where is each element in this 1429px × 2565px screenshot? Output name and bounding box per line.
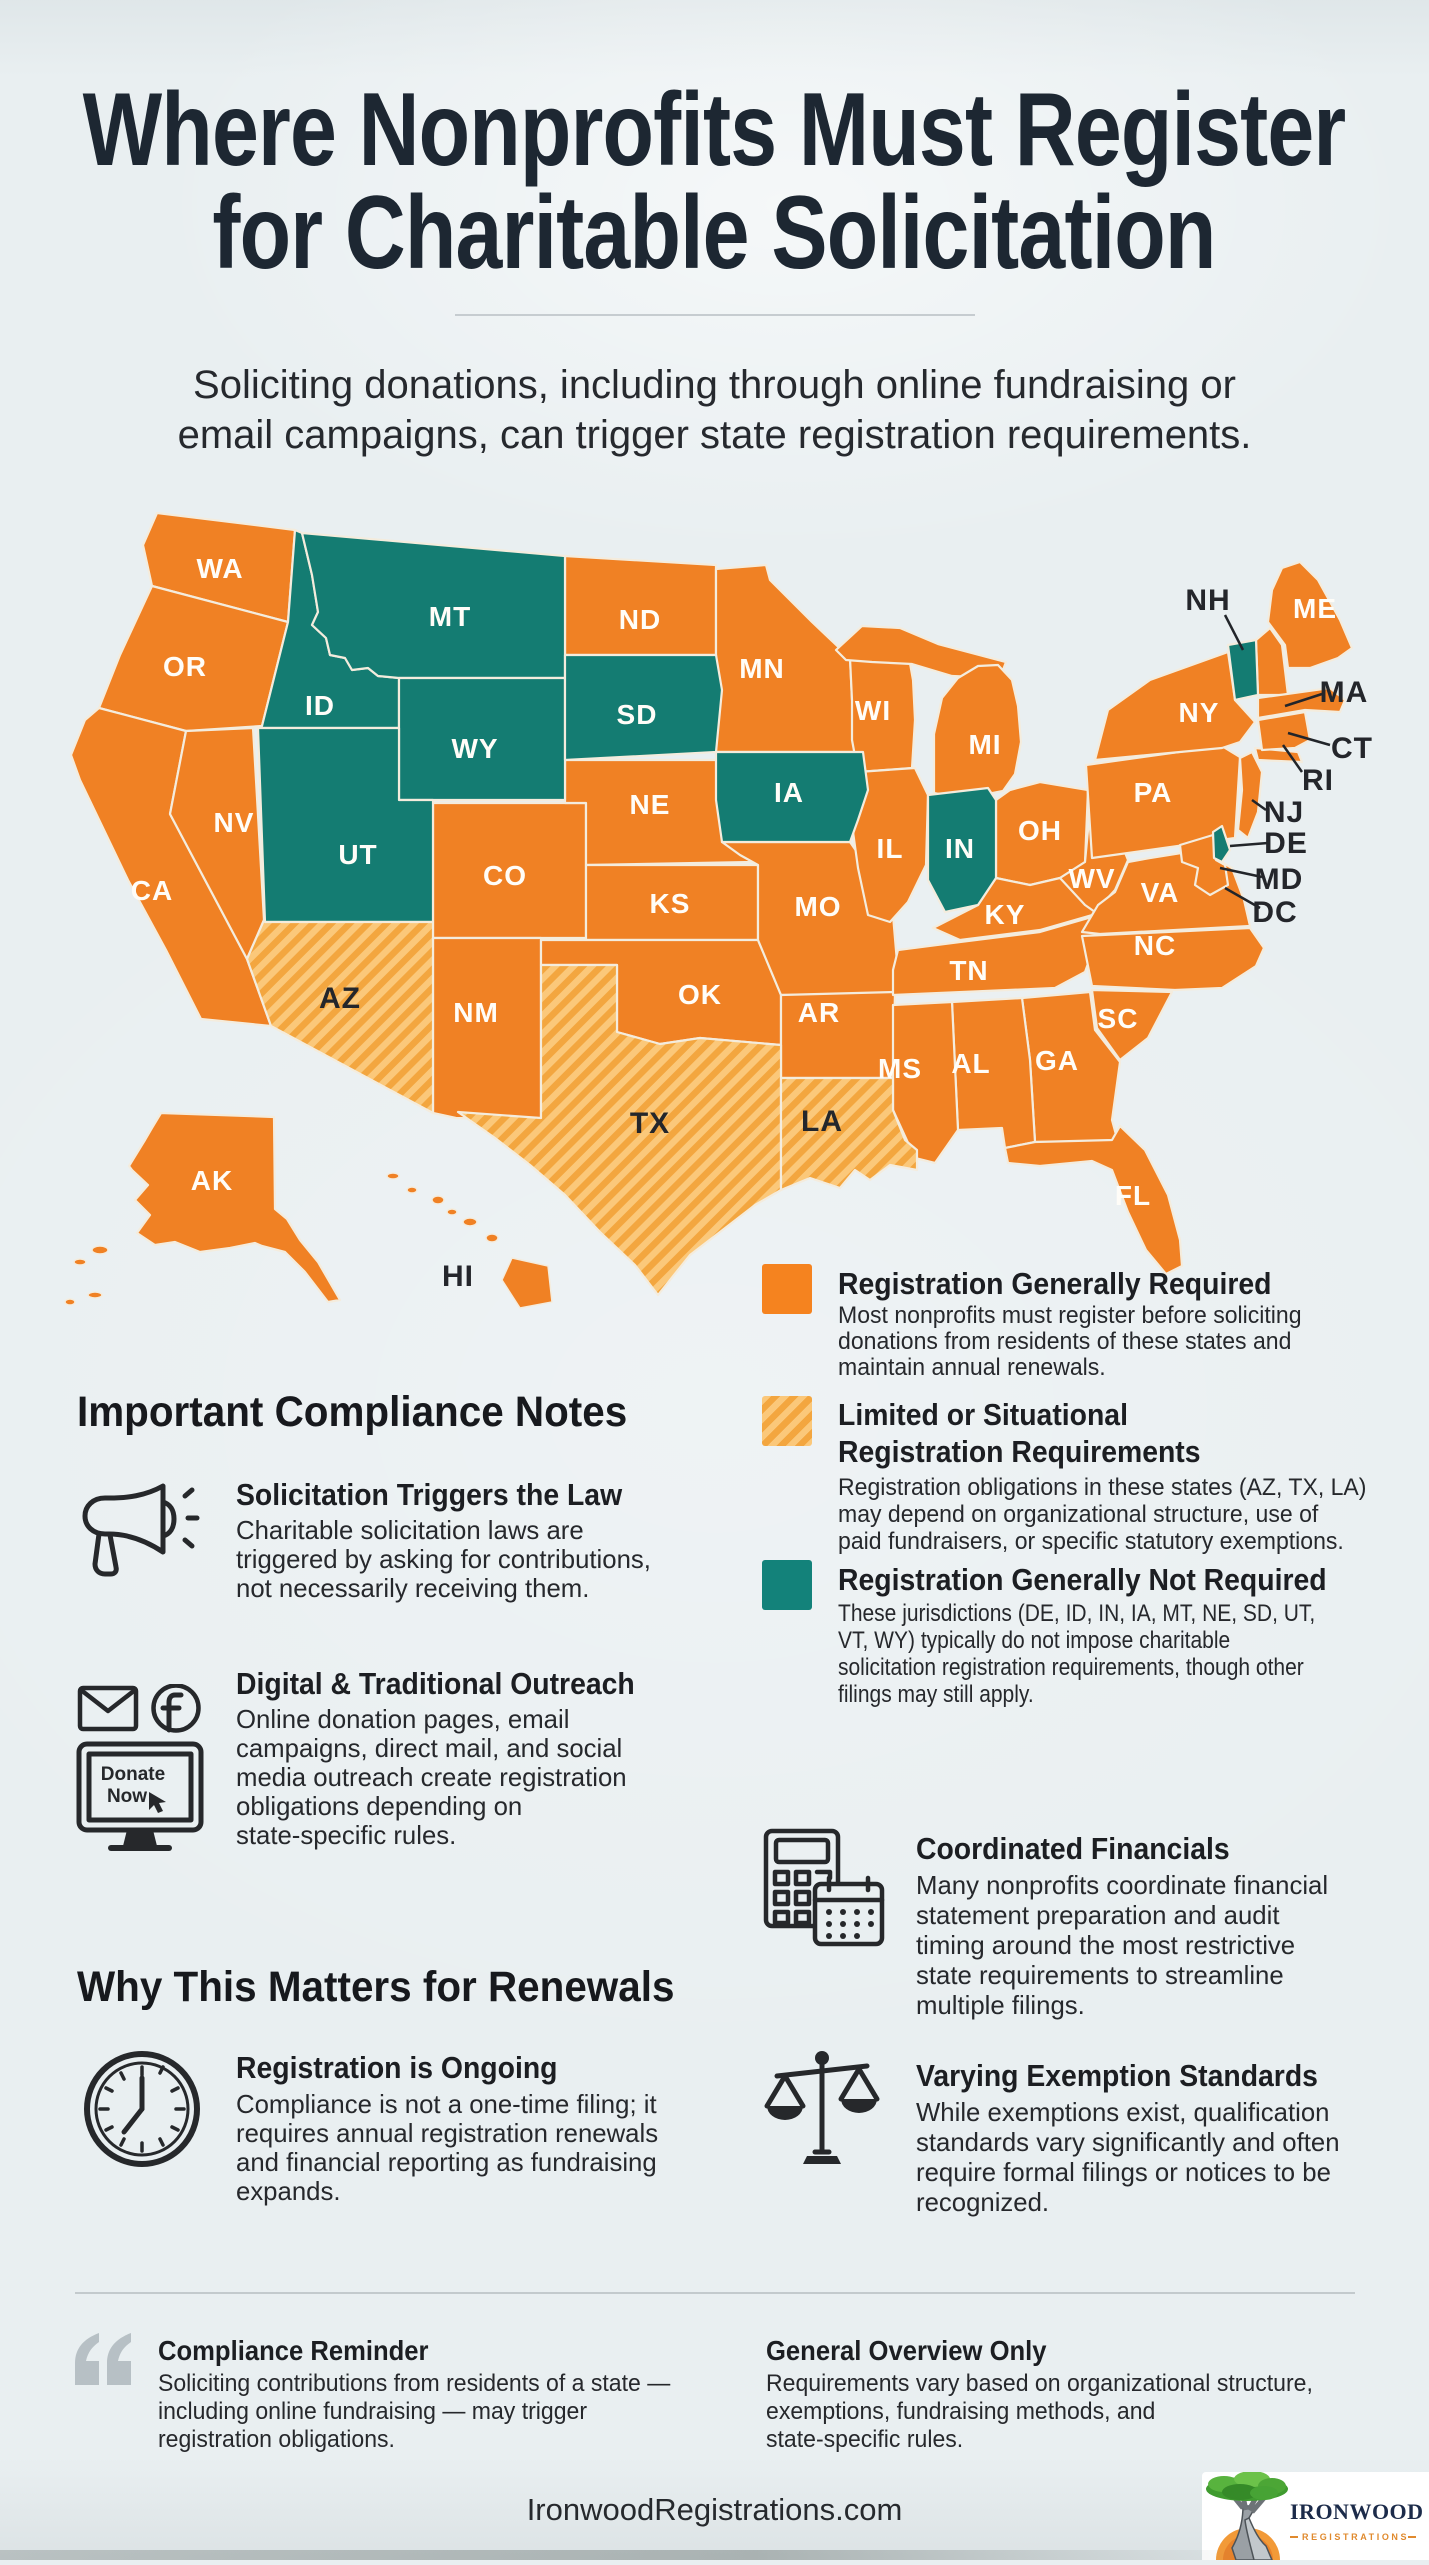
svg-text:MN: MN xyxy=(739,653,785,684)
svg-text:MI: MI xyxy=(968,729,1001,760)
svg-text:NY: NY xyxy=(1179,697,1220,728)
svg-text:AL: AL xyxy=(951,1048,990,1079)
svg-text:OH: OH xyxy=(1018,815,1062,846)
svg-text:AZ: AZ xyxy=(319,982,361,1015)
svg-text:CO: CO xyxy=(483,860,527,891)
svg-text:ID: ID xyxy=(305,690,335,721)
svg-text:WI: WI xyxy=(855,695,891,726)
svg-text:HI: HI xyxy=(442,1260,474,1293)
svg-text:TX: TX xyxy=(630,1107,670,1140)
svg-text:MA: MA xyxy=(1320,676,1369,709)
svg-text:IL: IL xyxy=(877,833,904,864)
svg-text:ND: ND xyxy=(619,604,661,635)
svg-text:AK: AK xyxy=(191,1165,233,1196)
svg-text:NC: NC xyxy=(1134,930,1176,961)
svg-text:NV: NV xyxy=(214,807,255,838)
svg-text:DC: DC xyxy=(1252,896,1297,929)
svg-text:RI: RI xyxy=(1302,764,1334,797)
svg-text:NE: NE xyxy=(630,789,671,820)
svg-text:SD: SD xyxy=(617,699,658,730)
svg-text:PA: PA xyxy=(1134,777,1173,808)
svg-text:FL: FL xyxy=(1115,1180,1151,1211)
svg-text:Now: Now xyxy=(107,1786,147,1807)
svg-text:Donate: Donate xyxy=(101,1764,165,1785)
svg-text:OK: OK xyxy=(678,979,722,1010)
svg-text:WY: WY xyxy=(451,733,498,764)
svg-text:IRONWOOD: IRONWOOD xyxy=(1290,2499,1424,2524)
svg-text:WA: WA xyxy=(196,553,243,584)
svg-text:ME: ME xyxy=(1293,593,1337,624)
svg-text:MO: MO xyxy=(794,891,841,922)
svg-text:NH: NH xyxy=(1185,584,1230,617)
svg-text:KY: KY xyxy=(985,899,1026,930)
svg-text:VA: VA xyxy=(1141,877,1180,908)
svg-text:MS: MS xyxy=(878,1053,922,1084)
svg-text:TN: TN xyxy=(949,955,988,986)
svg-text:LA: LA xyxy=(801,1105,843,1138)
svg-text:SC: SC xyxy=(1098,1003,1139,1034)
svg-text:IN: IN xyxy=(945,833,975,864)
svg-text:NJ: NJ xyxy=(1264,796,1304,829)
svg-text:GA: GA xyxy=(1035,1045,1079,1076)
svg-text:CA: CA xyxy=(131,875,173,906)
svg-text:DE: DE xyxy=(1264,827,1308,860)
svg-text:MT: MT xyxy=(429,601,471,632)
svg-text:MD: MD xyxy=(1255,863,1304,896)
svg-text:WV: WV xyxy=(1068,863,1115,894)
svg-text:UT: UT xyxy=(338,839,377,870)
svg-text:REGISTRATIONS: REGISTRATIONS xyxy=(1302,2532,1409,2542)
svg-text:OR: OR xyxy=(163,651,207,682)
svg-text:CT: CT xyxy=(1331,732,1373,765)
svg-text:AR: AR xyxy=(798,997,840,1028)
svg-text:IA: IA xyxy=(774,777,804,808)
svg-text:NM: NM xyxy=(453,997,499,1028)
svg-text:KS: KS xyxy=(650,888,691,919)
